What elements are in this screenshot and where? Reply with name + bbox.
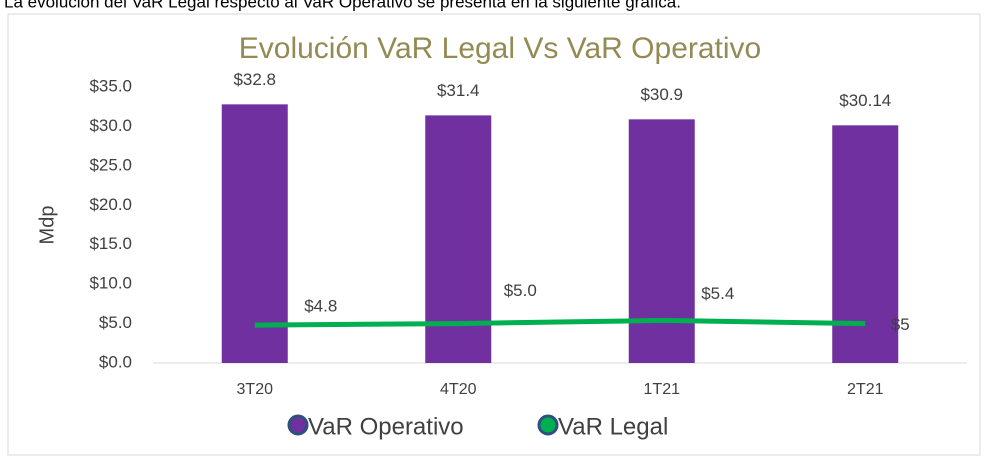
bar-value-label: $30.9: [640, 85, 683, 104]
x-tick-label: 2T21: [847, 381, 884, 398]
x-tick-label: 1T21: [644, 381, 681, 398]
y-tick-label: $30.0: [89, 116, 132, 135]
y-axis-label: Mdp: [36, 206, 58, 245]
y-tick-label: $15.0: [89, 234, 132, 253]
line-value-label: $4.8: [304, 297, 337, 316]
bar-value-label: $31.4: [437, 81, 480, 100]
line: [254, 317, 866, 328]
y-tick-label: $20.0: [89, 195, 132, 214]
bar: [832, 125, 899, 363]
y-tick-label: $35.0: [89, 76, 132, 95]
bar: [221, 104, 288, 363]
y-tick-label: $10.0: [89, 274, 132, 293]
y-tick-label: $25.0: [89, 155, 132, 174]
bar-value-label: $32.8: [233, 70, 276, 89]
chart-frame: [7, 13, 981, 456]
intro-text: La evolución del VaR Legal respecto al V…: [4, 0, 681, 11]
legend-marker: [287, 414, 309, 436]
bar-value-label: $30.14: [839, 91, 891, 110]
y-tick-label: $5.0: [99, 313, 132, 332]
x-tick-label: 4T20: [440, 381, 477, 398]
bar: [628, 119, 695, 364]
y-tick-label: $0.0: [99, 352, 132, 371]
legend-marker: [537, 414, 559, 436]
legend-label: VaR Operativo: [308, 413, 464, 440]
line-value-label: $5.4: [701, 284, 734, 303]
chart-title: Evolución VaR Legal Vs VaR Operativo: [239, 32, 762, 65]
line-value-label: $5: [891, 315, 910, 334]
line-value-label: $5.0: [504, 281, 537, 300]
legend-label: VaR Legal: [558, 413, 668, 440]
x-tick-label: 3T20: [237, 381, 274, 398]
